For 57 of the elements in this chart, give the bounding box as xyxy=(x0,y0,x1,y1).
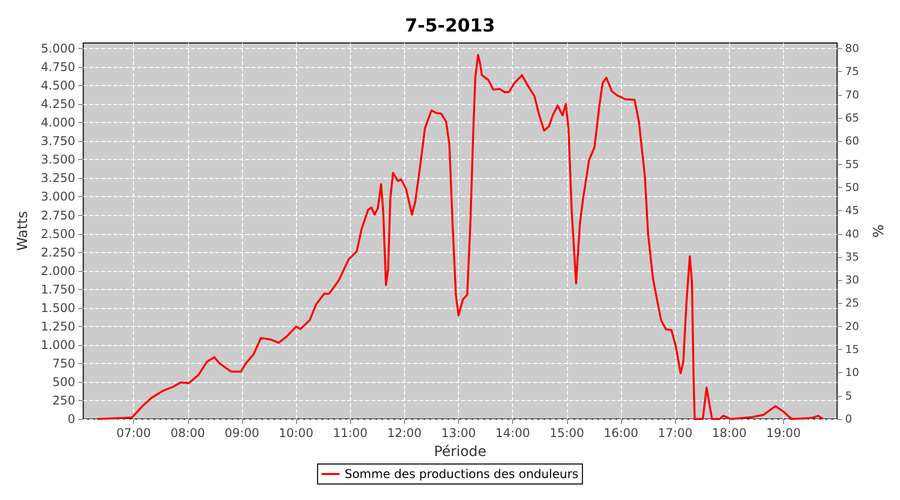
y-tick-label: 2.500 xyxy=(40,226,76,241)
y2-tick-label: 25 xyxy=(845,296,860,310)
y2-tick-label: 65 xyxy=(845,112,860,125)
x-tick-label: 13:00 xyxy=(441,426,476,440)
y2-tick-label: 55 xyxy=(845,158,860,171)
y-tick-label: 2.000 xyxy=(40,264,76,278)
y-tick-label: 1.750 xyxy=(40,282,76,296)
y-tick-label: 2.250 xyxy=(40,245,76,260)
y2-tick-label: 45 xyxy=(845,204,860,218)
x-tick-label: 12:00 xyxy=(387,426,422,440)
y2-tick-label: 75 xyxy=(845,65,860,78)
y2-tick-label: 35 xyxy=(845,250,860,264)
y-tick-label: 2.750 xyxy=(40,208,76,222)
line-series xyxy=(96,54,824,420)
y2-tick-label: 70 xyxy=(845,88,860,102)
x-tick-label: 08:00 xyxy=(170,426,206,440)
x-tick-label: 15:00 xyxy=(550,426,584,440)
y-tick-label: 4.750 xyxy=(40,60,76,74)
x-tick-label: 17:00 xyxy=(658,426,692,440)
y-tick-label: 0 xyxy=(68,412,76,426)
y2-tick-label: 0 xyxy=(845,412,852,426)
y-tick-label: 1.500 xyxy=(40,300,76,315)
y2-tick-label: 40 xyxy=(845,227,860,240)
y2-tick-label: 60 xyxy=(845,134,860,148)
x-tick-label: 14:00 xyxy=(495,426,530,440)
y-tick-label: 3.500 xyxy=(40,152,76,167)
x-tick-label: 11:00 xyxy=(332,426,368,440)
y2-tick-label: 20 xyxy=(845,320,860,333)
y-tick-label: 3.250 xyxy=(40,171,76,186)
y2-tick-label: 30 xyxy=(845,274,860,287)
y2-tick-label: 15 xyxy=(845,343,860,356)
legend-label: Somme des productions des onduleurs xyxy=(344,467,578,481)
y-tick-label: 3.000 xyxy=(40,190,76,204)
y-tick-label: 3.750 xyxy=(40,134,76,148)
x-tick-label: 10:00 xyxy=(278,426,314,440)
y-tick-label: 500 xyxy=(52,374,76,389)
y2-tick-label: 10 xyxy=(845,366,860,380)
x-tick-label: 18:00 xyxy=(712,426,747,440)
x-tick-label: 19:00 xyxy=(766,426,801,440)
y-tick-label: 4.500 xyxy=(40,78,76,93)
y2-tick-label: 5 xyxy=(845,389,852,402)
y-tick-label: 250 xyxy=(52,393,76,408)
y2-axis-title: % xyxy=(869,224,885,238)
y-tick-label: 750 xyxy=(52,356,76,370)
y2-tick-label: 80 xyxy=(845,42,860,56)
y-tick-label: 4.000 xyxy=(40,116,76,130)
x-axis-title: Période xyxy=(434,444,486,460)
chart-title: 7-5-2013 xyxy=(404,16,496,36)
y2-tick-label: 50 xyxy=(845,180,860,194)
y-tick-label: 5.000 xyxy=(40,42,76,56)
y-tick-label: 1.250 xyxy=(40,319,76,334)
x-tick-label: 09:00 xyxy=(224,426,260,440)
y-axis-title: Watts xyxy=(15,211,31,251)
y-tick-label: 1.000 xyxy=(40,338,76,352)
y-tick-label: 4.250 xyxy=(40,97,76,112)
x-tick-label: 16:00 xyxy=(604,426,638,440)
x-tick-label: 07:00 xyxy=(116,426,151,440)
